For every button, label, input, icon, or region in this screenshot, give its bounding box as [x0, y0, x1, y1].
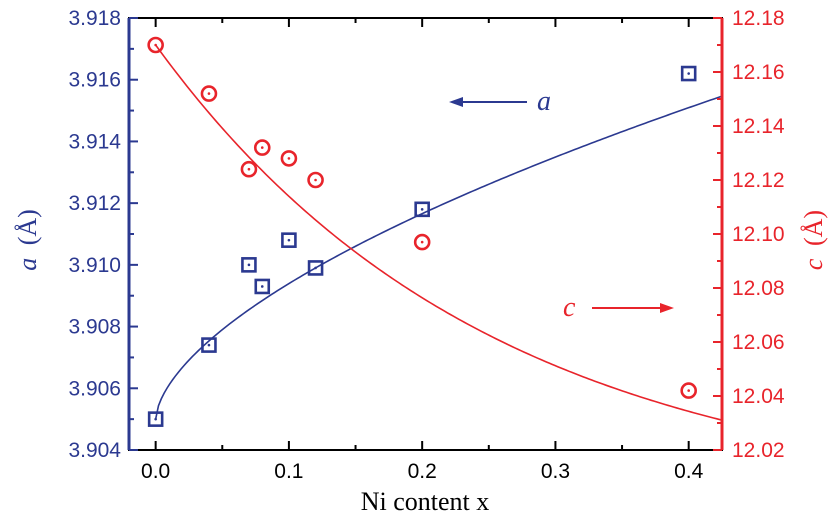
a-data-point	[147, 411, 164, 427]
x-tick-label: 0.1	[274, 460, 303, 483]
a-data-point-center	[287, 238, 291, 242]
a-data-point-center	[687, 72, 690, 75]
right-tick-label: 12.04	[732, 385, 785, 408]
fit-curve-a	[154, 95, 723, 420]
c-data-point	[253, 139, 271, 156]
c-data-point	[280, 150, 298, 167]
left-tick-label: 3.906	[68, 377, 121, 400]
right-axis-symbol: c	[799, 258, 828, 270]
a-data-point	[254, 278, 271, 295]
c-data-point	[307, 171, 324, 189]
svg-text:c (Å): c (Å)	[799, 210, 828, 270]
annotation-a-label: a	[537, 86, 551, 117]
right-tick-label: 12.06	[732, 331, 785, 354]
svg-text:a (Å): a (Å)	[13, 209, 42, 271]
annotation-a: a	[449, 86, 551, 117]
right-tick-label: 12.18	[732, 7, 785, 30]
fit-curves	[154, 44, 723, 421]
c-data-point-center	[687, 389, 690, 392]
a-data-point-center	[314, 266, 317, 270]
x-tick-label: 0.0	[141, 460, 170, 483]
left-axis-title: a (Å)	[13, 209, 42, 271]
annotation-a-arrow-head	[449, 97, 463, 107]
c-data-point-center	[287, 157, 291, 160]
left-tick-label: 3.910	[68, 254, 121, 277]
a-data-point	[307, 260, 324, 276]
c-data-point	[200, 85, 218, 102]
c-data-point-center	[420, 240, 424, 244]
right-tick-label: 12.14	[732, 115, 785, 138]
a-data-point-center	[420, 208, 424, 211]
x-tick-label: 0.4	[674, 460, 704, 483]
left-tick-label: 3.904	[68, 439, 121, 462]
x-axis-title: Ni content x	[361, 487, 490, 516]
plot-frame	[128, 17, 723, 451]
right-axis-unit: (Å)	[799, 210, 828, 246]
right-tick-label: 12.12	[732, 169, 785, 192]
annotation-c: c	[563, 292, 674, 323]
a-data-point	[241, 257, 257, 273]
left-tick-label: 3.912	[68, 192, 121, 215]
c-data-point-center	[154, 43, 157, 47]
a-data-point	[281, 232, 297, 248]
fit-curve-c	[155, 44, 723, 421]
c-data-point	[680, 382, 697, 399]
a-data-point-center	[207, 343, 211, 347]
right-tick-label: 12.10	[732, 223, 785, 246]
right-tick-label: 12.02	[732, 439, 785, 462]
a-data-point-center	[247, 263, 251, 267]
x-tick-label: 0.2	[408, 460, 437, 483]
c-data-point-center	[207, 92, 211, 95]
left-tick-label: 3.918	[68, 7, 121, 30]
left-tick-label: 3.916	[68, 69, 121, 92]
a-data-point	[414, 201, 430, 218]
right-tick-label: 12.16	[732, 61, 785, 84]
axis-ticks: 0.0 0.1 0.2 0.3 0.4 3.904 3.906 3.908 3.910 3.912…	[68, 7, 784, 483]
a-data-point	[201, 337, 217, 353]
c-data-point	[147, 36, 164, 54]
left-tick-label: 3.914	[68, 130, 121, 153]
left-axis-symbol: a	[13, 258, 42, 271]
left-axis-unit: (Å)	[13, 209, 42, 245]
x-tick-label: 0.3	[541, 460, 570, 483]
c-data-point-center	[247, 167, 251, 171]
a-data-point	[680, 65, 697, 82]
right-axis-title: c (Å)	[799, 210, 828, 270]
right-tick-label: 12.08	[732, 277, 785, 300]
c-data-point-center	[260, 146, 264, 149]
annotation-c-arrow-head	[660, 303, 674, 313]
c-data-point	[240, 160, 258, 178]
a-data-point-center	[154, 417, 157, 421]
a-data-point-center	[260, 285, 264, 288]
c-data-point-center	[314, 178, 317, 182]
c-data-point	[413, 233, 431, 251]
left-tick-label: 3.908	[68, 316, 121, 339]
data-points	[147, 36, 697, 427]
annotation-c-label: c	[563, 292, 576, 323]
